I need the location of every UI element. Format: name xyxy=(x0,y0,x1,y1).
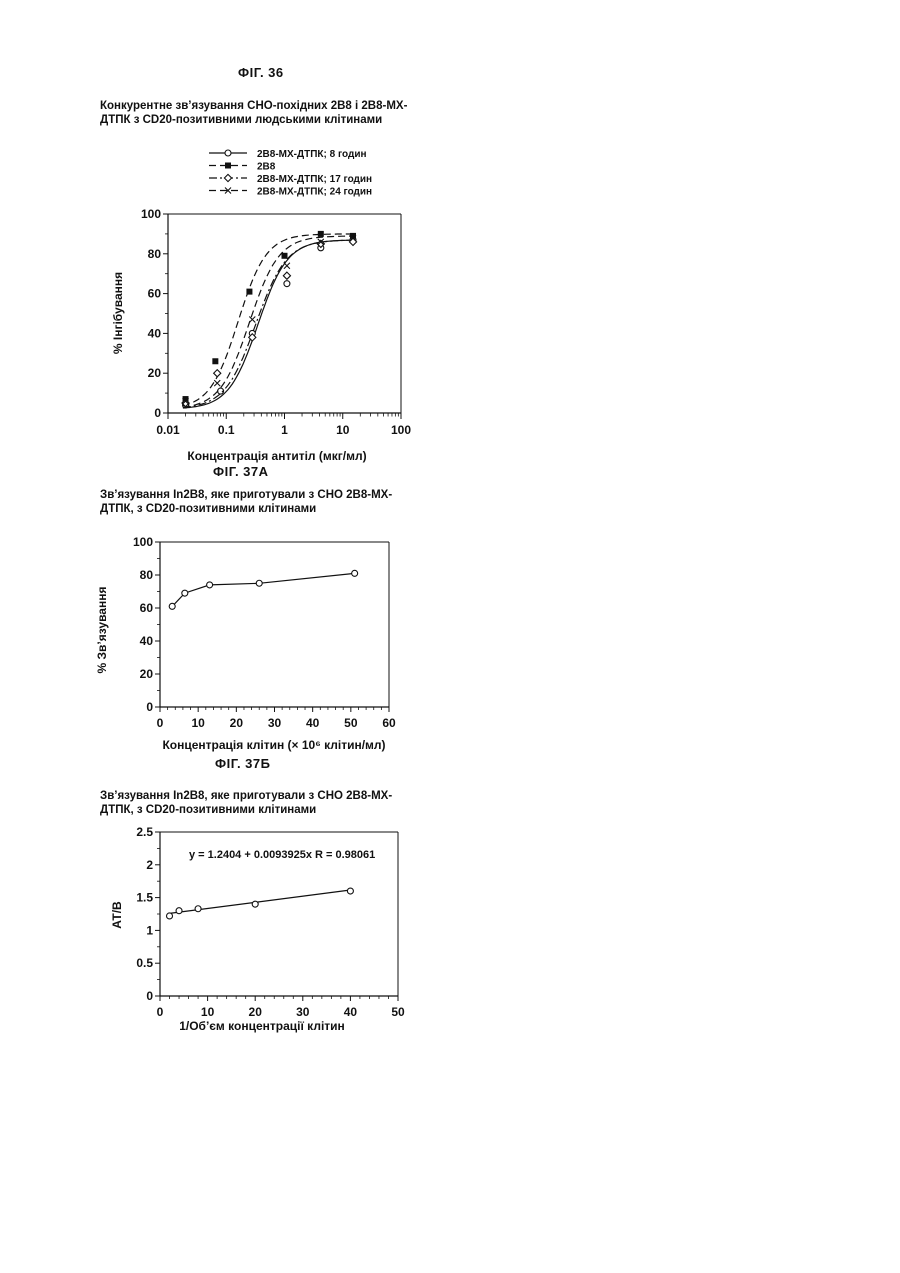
fig37b-x-tick-label: 50 xyxy=(391,1005,405,1019)
fig37b-x-tick-label: 10 xyxy=(201,1005,215,1019)
fig37b-data-point xyxy=(195,906,201,912)
fig37b-x-tick-label: 30 xyxy=(296,1005,310,1019)
fig37b-y-tick-label: 1.5 xyxy=(136,891,153,905)
fig37b-y-axis-label: АТ/В xyxy=(110,901,124,929)
fig37b-data-point xyxy=(347,888,353,894)
fig37b-y-tick-label: 2.5 xyxy=(136,825,153,839)
fig37b-x-tick-label: 20 xyxy=(249,1005,263,1019)
fig37b-y-tick-label: 0.5 xyxy=(136,956,153,970)
fig37b-data-point xyxy=(167,913,173,919)
fig37b-x-tick-label: 0 xyxy=(157,1005,164,1019)
fig37b-y-tick-label: 0 xyxy=(146,989,153,1003)
fig37b-data-point xyxy=(176,908,182,914)
fig37b-x-tick-label: 40 xyxy=(344,1005,358,1019)
fig37b-y-tick-label: 1 xyxy=(146,923,153,937)
fig37b-y-tick-label: 2 xyxy=(146,858,153,872)
fig37b-regression-annotation: y = 1.2404 + 0.0093925x R = 0.98061 xyxy=(189,849,375,861)
fig37b-x-axis-label: 1/Об’єм концентрації клітин xyxy=(179,1019,345,1033)
fig37b-data-point xyxy=(252,901,258,907)
